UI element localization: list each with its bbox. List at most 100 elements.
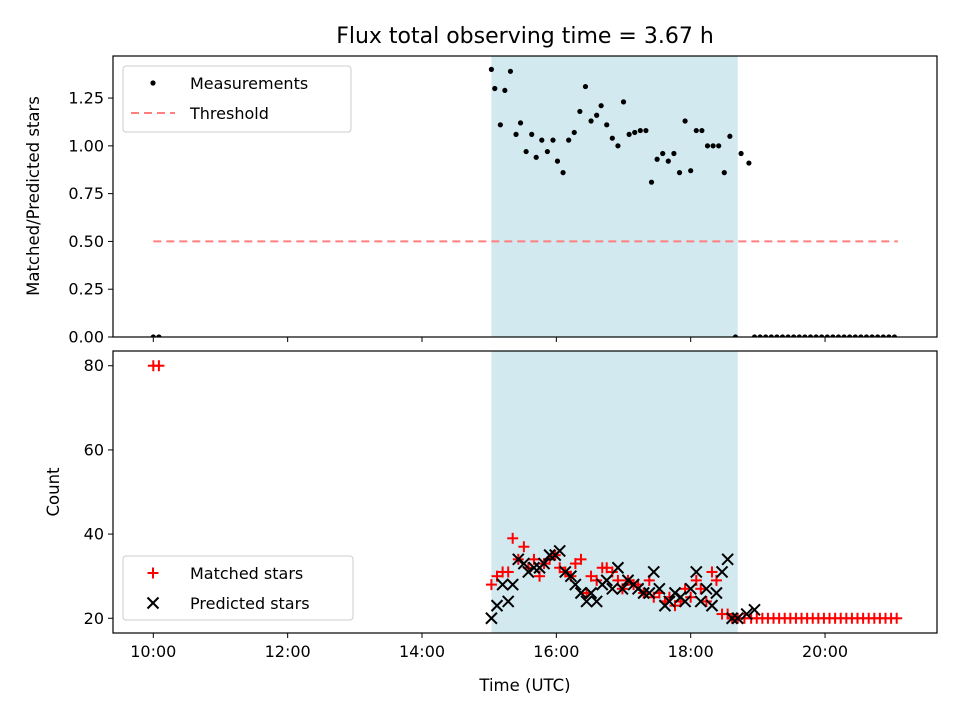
predicted-star-point: [537, 557, 551, 570]
x-tick-label: 20:00: [802, 642, 848, 661]
matched-star-point: [569, 558, 581, 570]
top-panel: 0.00 0.25 0.50 0.75 1.00 1.25: [68, 56, 898, 347]
measurement-point: [875, 334, 881, 337]
cross-b: [653, 582, 666, 596]
measurement-point: [751, 334, 758, 337]
matched-star-point: [502, 566, 514, 578]
measurement-point: [841, 334, 847, 337]
bottom-y-axis-label: Count: [44, 467, 63, 517]
measurement-point: [577, 108, 583, 115]
predicted-star-point: [748, 603, 761, 617]
measurement-point: [727, 133, 733, 139]
measurement-point: [699, 127, 705, 134]
measurement-point: [785, 334, 791, 337]
legend-label: Threshold: [189, 104, 269, 123]
cross-b: [600, 574, 613, 587]
cross-b: [715, 565, 729, 579]
predicted-star-point: [647, 565, 660, 579]
predicted-star-point: [506, 578, 519, 591]
cross-b: [731, 612, 744, 625]
cross-b: [678, 595, 692, 608]
predicted-star-point: [637, 586, 650, 600]
predicted-star-point: [485, 612, 498, 625]
measurement-point: [886, 334, 892, 337]
legend-box: [122, 555, 354, 621]
measurement-point: [539, 137, 545, 143]
legend-marker: [146, 596, 160, 610]
cross-b: [543, 548, 556, 562]
measurement-point: [710, 143, 716, 149]
cross-b: [637, 586, 650, 600]
measurement-point: [604, 122, 610, 128]
cross-b: [725, 612, 739, 625]
matched-star-point: [575, 553, 587, 565]
measurement-point: [807, 334, 814, 337]
measurement-point: [150, 334, 156, 337]
x-tick-label: 10:00: [130, 642, 176, 661]
cross-b: [564, 569, 578, 583]
cross-b: [694, 595, 707, 608]
cross-b: [537, 557, 551, 570]
x-tick-label: 12:00: [265, 642, 311, 661]
measurement-point: [523, 148, 529, 155]
measurement-point: [560, 170, 566, 176]
measurement-point: [626, 131, 632, 137]
cross-b: [740, 607, 753, 621]
cross-b: [146, 596, 160, 610]
cross-b: [590, 595, 603, 608]
predicted-star-point: [501, 595, 515, 608]
predicted-star-point: [694, 595, 707, 608]
predicted-star-point: [584, 586, 598, 600]
measurement-point: [566, 137, 572, 143]
measurement-point: [632, 129, 638, 136]
measurement-point: [768, 334, 774, 337]
x-tick-label: 14:00: [399, 642, 445, 661]
predicted-star-point: [527, 561, 541, 574]
cross-b: [506, 578, 519, 591]
highlight-span: [491, 56, 738, 337]
bottom-legend: Matched stars Predicted stars: [122, 555, 354, 621]
y-tick-label: 0.25: [68, 280, 104, 299]
marks: [147, 360, 903, 625]
legend-label: Matched stars: [190, 564, 303, 583]
matched-star-point: [695, 583, 707, 595]
y-tick-label: 1.00: [68, 136, 104, 155]
measurement-point: [507, 68, 514, 74]
y-tick-label: 0.00: [68, 328, 104, 347]
measurement-point: [554, 158, 561, 164]
predicted-star-point: [740, 607, 753, 621]
measurement-point: [571, 129, 577, 136]
measurement-point: [830, 334, 836, 337]
cross-b: [684, 582, 697, 596]
measurement-point: [863, 334, 870, 337]
measurement-point: [620, 99, 627, 105]
measurement-point: [704, 143, 711, 149]
measurement-point: [588, 118, 594, 124]
x-axis-label: Time (UTC): [478, 676, 570, 695]
measurement-point: [533, 154, 539, 160]
x-tick-label: 18:00: [668, 642, 714, 661]
measurement-point: [643, 127, 649, 134]
measurement-point: [648, 179, 655, 185]
cross-b: [553, 544, 566, 558]
bottom-panel: 20 40 60 80 10:00 12:00 14:00 16:00 18:00 20:00: [84, 351, 903, 661]
measurement-point: [517, 120, 524, 126]
matched-star-point: [507, 532, 519, 544]
measurement-point: [654, 156, 660, 162]
predicted-star-point: [496, 578, 509, 591]
y-tick-label: 80: [84, 356, 104, 375]
cross-b: [501, 595, 515, 608]
measurement-point: [852, 334, 858, 337]
marks: [150, 66, 898, 337]
cross-b: [721, 553, 734, 566]
cross-b: [643, 586, 656, 600]
y-tick-label: 20: [84, 609, 104, 628]
measurement-point: [791, 334, 797, 337]
matched-star-point: [601, 562, 613, 574]
chart-title: Flux total observing time = 3.67 h: [336, 24, 714, 49]
measurement-point: [847, 334, 853, 337]
measurement-point: [550, 137, 556, 143]
predicted-star-point: [684, 582, 697, 596]
